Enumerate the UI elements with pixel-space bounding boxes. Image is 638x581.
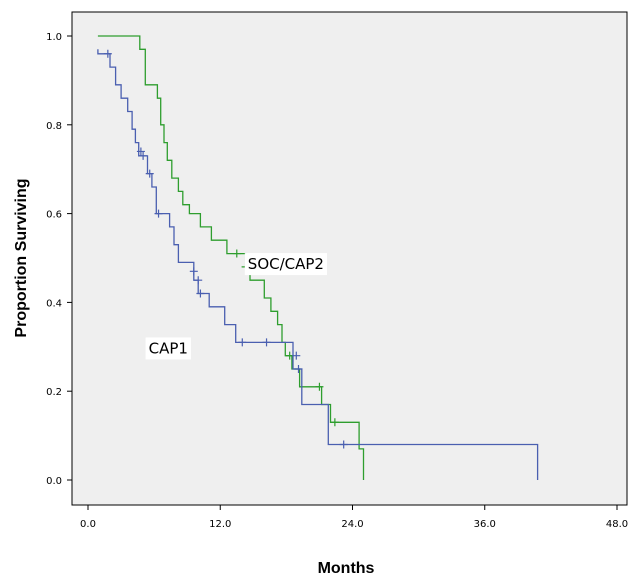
censor-mark-cap1 (194, 276, 203, 285)
y-tick-label: 0.8 (46, 121, 62, 132)
censor-mark-cap1 (139, 151, 148, 160)
censor-mark-cap1 (189, 267, 198, 276)
y-tick-label: 0.2 (46, 387, 62, 398)
censor-mark-cap1 (294, 365, 303, 373)
censor-mark-soc-cap2 (232, 249, 241, 258)
censor-mark-cap1 (262, 338, 271, 347)
censor-mark-cap1 (103, 49, 112, 58)
annotation-layer: SOC/CAP2 CAP1 (145, 253, 327, 360)
series-annotation-text: CAP1 (149, 339, 188, 357)
censor-mark-cap1 (136, 147, 145, 156)
censor-mark-cap1 (292, 351, 301, 360)
censor-mark-cap1 (196, 289, 205, 298)
annotation-background (145, 337, 191, 360)
y-tick-label: 0.0 (46, 476, 62, 487)
plot-area (71, 11, 628, 506)
x-tick-label: 12.0 (209, 519, 231, 530)
x-tick-label: 36.0 (474, 519, 496, 530)
censor-mark-soc-cap2 (330, 418, 339, 427)
x-tick-label: 24.0 (341, 519, 363, 530)
axis-ticks (67, 35, 618, 510)
censor-mark-cap1 (339, 440, 348, 449)
y-tick-label: 0.4 (46, 298, 62, 309)
series-layer (97, 35, 539, 480)
tick-labels: 0.0 12.0 24.0 36.0 48.0 0.0 0.2 0.4 0.6 0.8 1.0 (46, 32, 628, 530)
censor-mark-cap1 (238, 338, 247, 347)
series-annotation: CAP1 (145, 337, 191, 360)
series-annotation-text: SOC/CAP2 (248, 255, 324, 273)
censor-mark-soc-cap2 (315, 382, 324, 391)
series-annotation: SOC/CAP2 (244, 253, 327, 276)
x-axis-title: Months (318, 560, 375, 577)
y-tick-label: 1.0 (46, 32, 62, 43)
censor-mark-cap1 (145, 169, 154, 178)
series-line-soc-cap2 (97, 35, 365, 480)
annotation-background (244, 253, 327, 276)
censor-mark-cap1 (154, 209, 163, 218)
y-axis-title: Proportion Surviving (13, 178, 30, 337)
x-tick-label: 48.0 (606, 519, 628, 530)
x-tick-label: 0.0 (80, 519, 96, 530)
y-tick-label: 0.6 (46, 210, 62, 221)
